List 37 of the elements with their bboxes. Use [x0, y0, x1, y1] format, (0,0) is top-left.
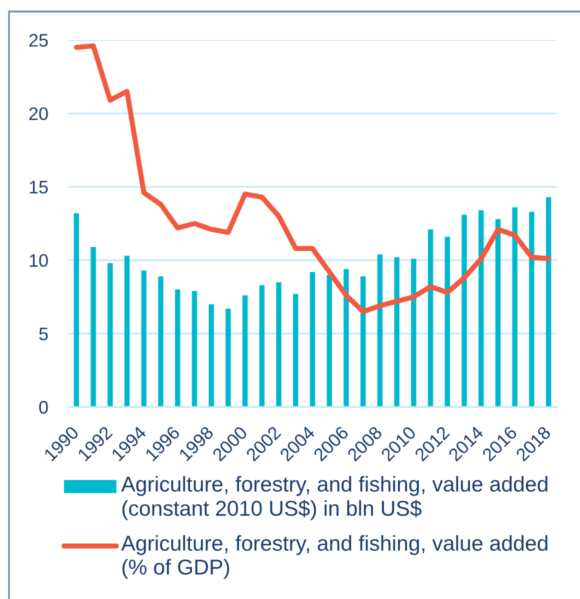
bar: [512, 207, 518, 407]
bar: [377, 254, 383, 407]
bar: [310, 272, 316, 407]
y-tick-label: 10: [30, 254, 48, 267]
bar: [276, 282, 282, 407]
y-tick-label: 25: [29, 34, 48, 47]
legend-label: Agriculture, forestry, and fishing, value added (% of GDP): [121, 535, 548, 579]
bar: [226, 308, 231, 407]
bar: [344, 269, 349, 407]
bar: [411, 258, 416, 407]
bar: [208, 304, 214, 407]
bar: [326, 274, 332, 407]
bar: [259, 285, 265, 407]
y-tick-label: 20: [29, 107, 48, 120]
bar: [74, 213, 80, 407]
y-tick-label: 15: [30, 180, 48, 194]
bar: [478, 210, 484, 407]
bar: [529, 212, 534, 407]
bar: [192, 291, 198, 407]
y-tick-label: 5: [39, 328, 48, 340]
bar: [360, 276, 366, 407]
bar: [242, 295, 248, 407]
bar: [546, 197, 552, 407]
bar: [462, 214, 467, 407]
bar: [495, 219, 501, 407]
bar: [141, 270, 146, 407]
legend-label: Agriculture, forestry, and fishing, value added (constant 2010 US$) in bln US$: [121, 476, 548, 520]
bar: [428, 229, 434, 407]
bar: [124, 256, 130, 407]
bar: [158, 276, 164, 407]
y-tick-label: 0: [39, 400, 48, 414]
bar: [90, 246, 96, 407]
bar: [174, 290, 180, 407]
bar: [293, 294, 298, 407]
bar: [108, 263, 113, 407]
bar: [444, 236, 450, 407]
bar: [394, 257, 400, 407]
